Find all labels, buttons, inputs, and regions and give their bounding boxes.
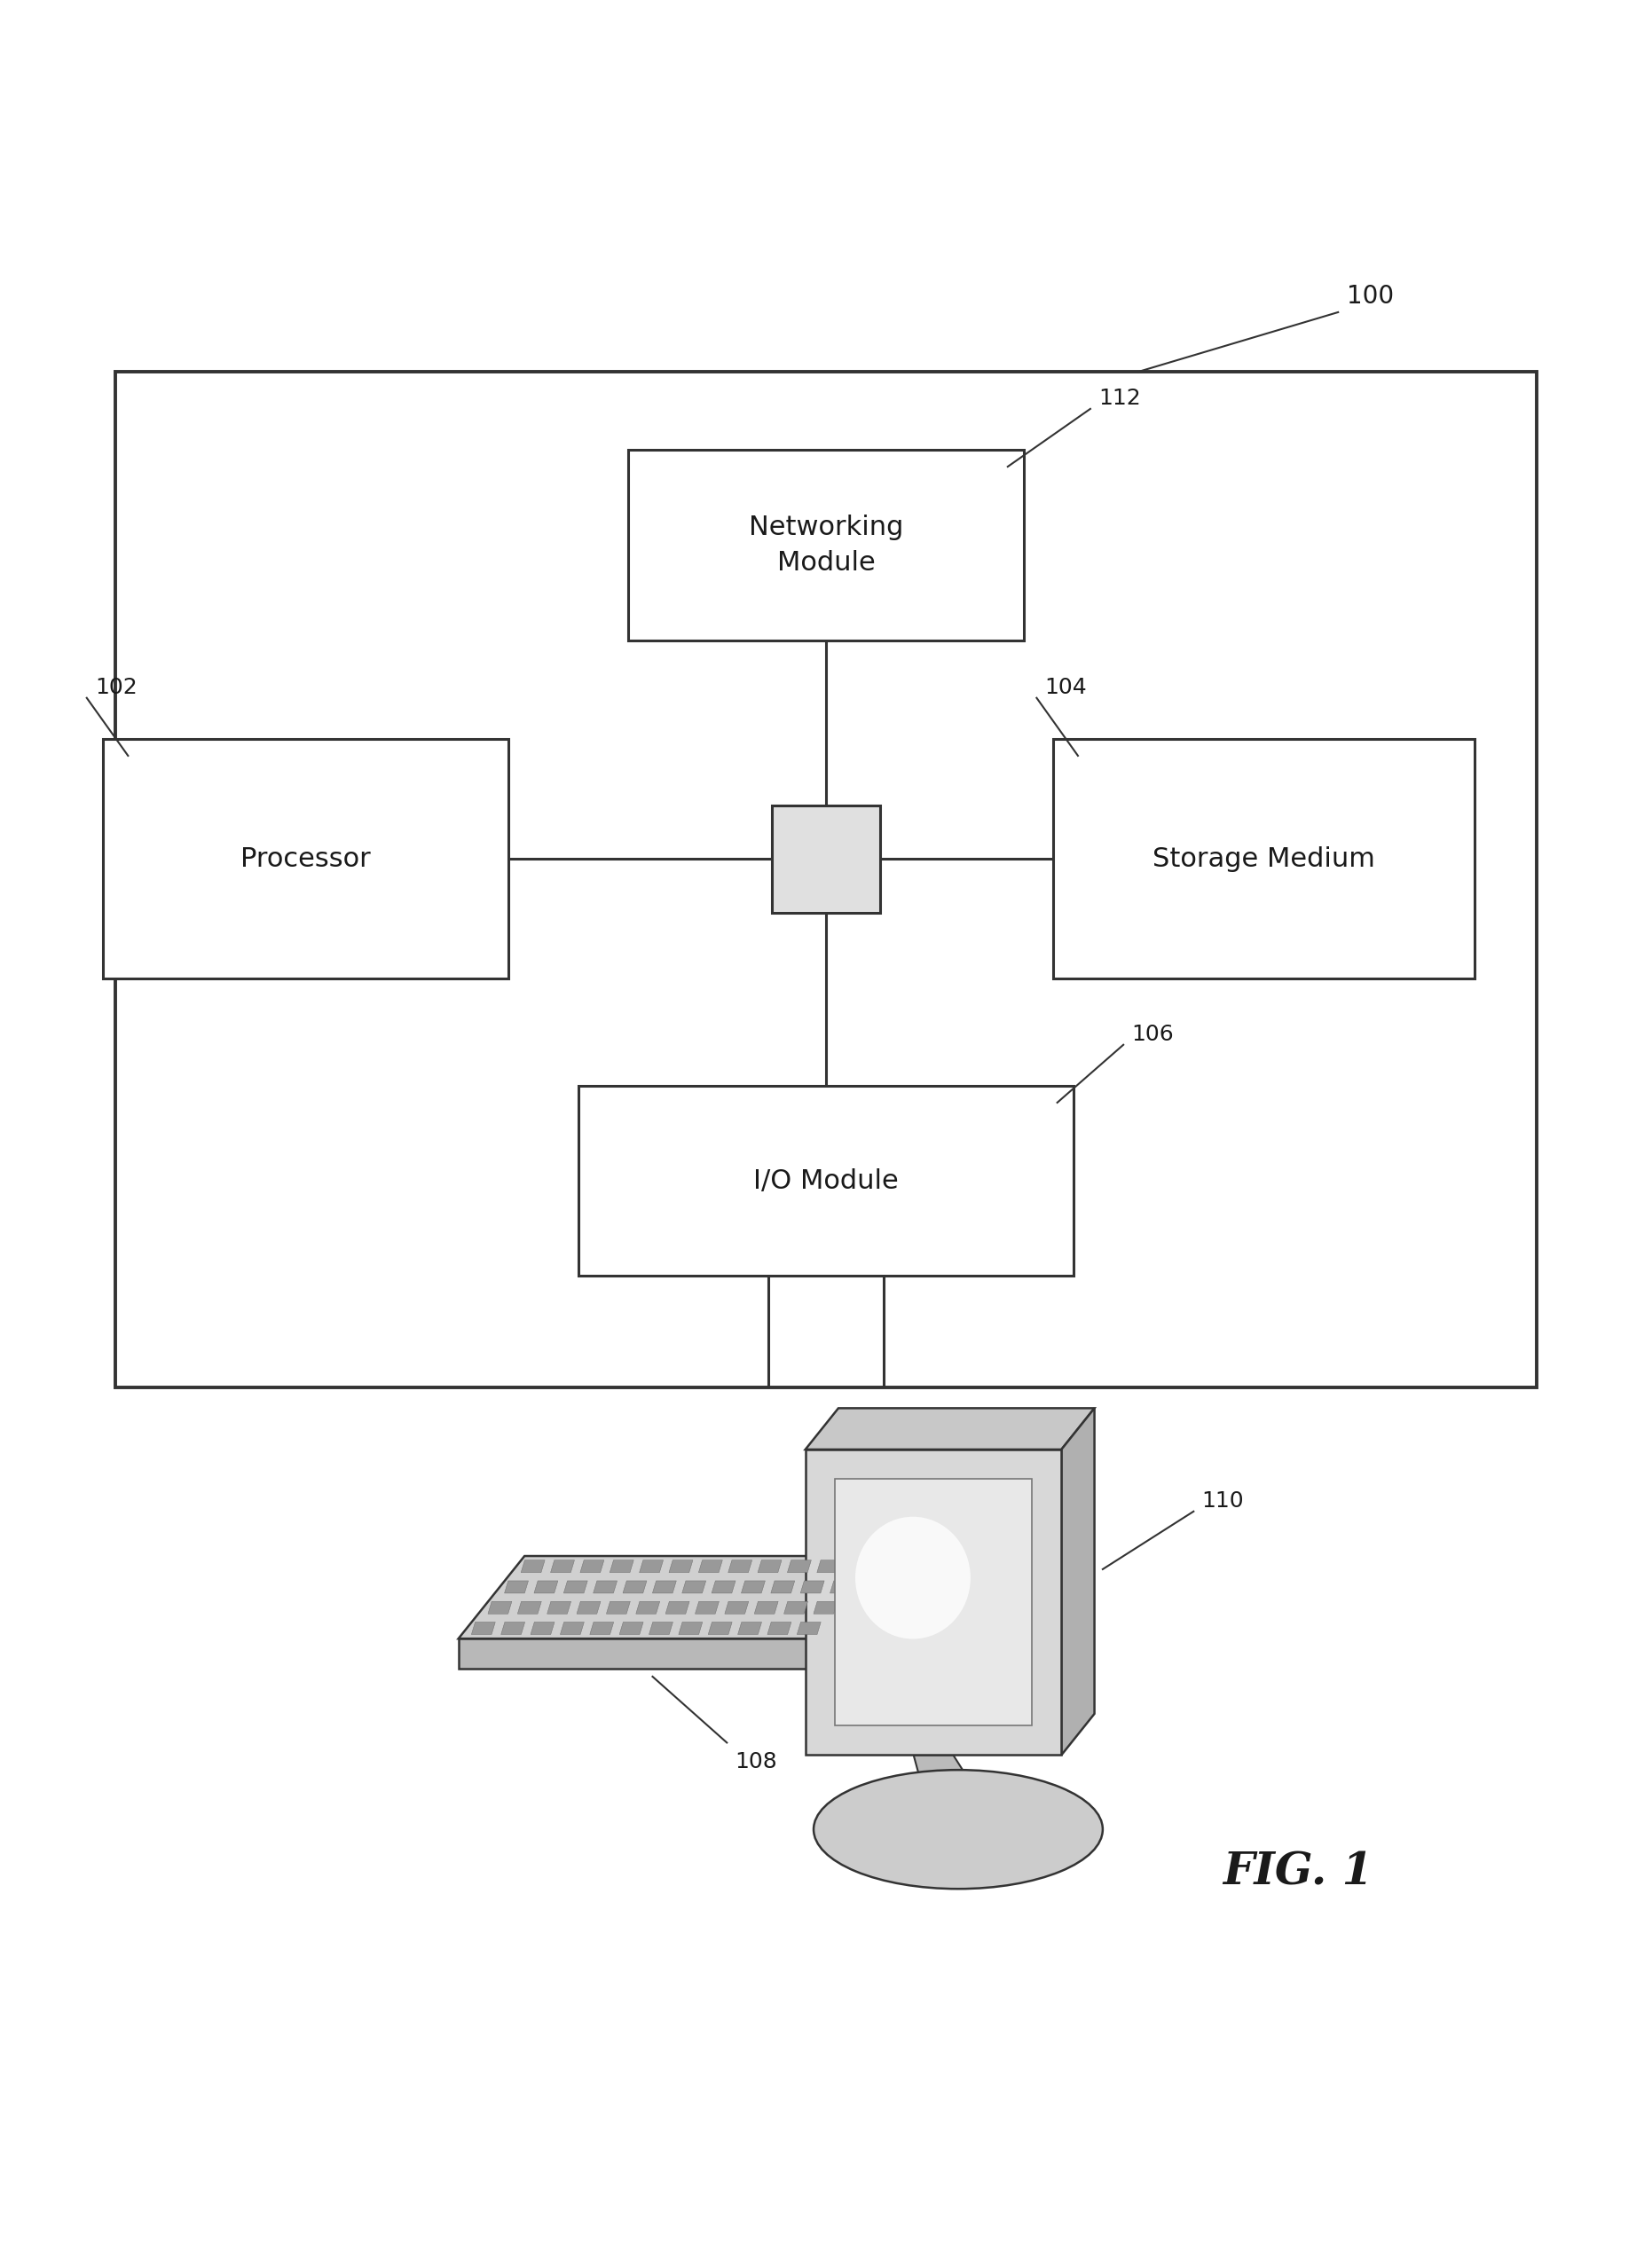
Polygon shape <box>709 1623 732 1634</box>
Polygon shape <box>547 1602 572 1614</box>
Polygon shape <box>788 1559 811 1573</box>
Text: 104: 104 <box>1044 677 1087 697</box>
Polygon shape <box>459 1638 814 1668</box>
Ellipse shape <box>856 1516 970 1638</box>
Polygon shape <box>914 1756 988 1810</box>
Polygon shape <box>801 1582 824 1593</box>
Polygon shape <box>639 1559 662 1573</box>
Polygon shape <box>666 1602 689 1614</box>
Text: 112: 112 <box>1099 387 1142 410</box>
Polygon shape <box>606 1602 629 1614</box>
Polygon shape <box>459 1557 881 1638</box>
Text: 102: 102 <box>94 677 137 697</box>
Text: 106: 106 <box>1132 1023 1175 1046</box>
Text: FIG. 1: FIG. 1 <box>1222 1851 1373 1894</box>
Polygon shape <box>649 1623 672 1634</box>
Text: I/O Module: I/O Module <box>753 1168 899 1195</box>
Polygon shape <box>504 1582 529 1593</box>
Bar <box>805 1451 1061 1756</box>
Polygon shape <box>520 1559 545 1573</box>
Bar <box>628 450 1024 640</box>
Text: Networking
Module: Networking Module <box>748 514 904 577</box>
Polygon shape <box>695 1602 719 1614</box>
Polygon shape <box>620 1623 643 1634</box>
Bar <box>116 371 1536 1387</box>
Text: Processor: Processor <box>241 846 370 871</box>
Polygon shape <box>785 1602 808 1614</box>
Polygon shape <box>725 1602 748 1614</box>
Text: 110: 110 <box>1201 1489 1244 1512</box>
Bar <box>1054 740 1474 978</box>
Bar <box>834 1480 1031 1724</box>
Polygon shape <box>580 1559 605 1573</box>
Polygon shape <box>669 1559 692 1573</box>
Polygon shape <box>487 1602 512 1614</box>
Polygon shape <box>590 1623 613 1634</box>
Polygon shape <box>636 1602 659 1614</box>
Polygon shape <box>517 1602 542 1614</box>
Polygon shape <box>814 1557 881 1668</box>
Polygon shape <box>712 1582 735 1593</box>
Polygon shape <box>796 1623 821 1634</box>
Polygon shape <box>771 1582 795 1593</box>
Bar <box>102 740 509 978</box>
Polygon shape <box>563 1582 588 1593</box>
Ellipse shape <box>813 1770 1104 1890</box>
Polygon shape <box>829 1582 854 1593</box>
Text: 108: 108 <box>735 1752 778 1772</box>
Polygon shape <box>805 1408 1094 1451</box>
Polygon shape <box>653 1582 676 1593</box>
Polygon shape <box>577 1602 601 1614</box>
Polygon shape <box>768 1623 791 1634</box>
Bar <box>578 1086 1074 1276</box>
Polygon shape <box>593 1582 618 1593</box>
Polygon shape <box>550 1559 575 1573</box>
Polygon shape <box>742 1582 765 1593</box>
Polygon shape <box>699 1559 722 1573</box>
Polygon shape <box>738 1623 762 1634</box>
Polygon shape <box>682 1582 705 1593</box>
Text: Storage Medium: Storage Medium <box>1153 846 1374 871</box>
Polygon shape <box>729 1559 752 1573</box>
Polygon shape <box>501 1623 525 1634</box>
Polygon shape <box>534 1582 558 1593</box>
Polygon shape <box>560 1623 585 1634</box>
Polygon shape <box>471 1623 496 1634</box>
Polygon shape <box>755 1602 778 1614</box>
Polygon shape <box>1061 1408 1094 1756</box>
Polygon shape <box>758 1559 781 1573</box>
Polygon shape <box>818 1559 841 1573</box>
Polygon shape <box>846 1559 871 1573</box>
Polygon shape <box>679 1623 702 1634</box>
Polygon shape <box>623 1582 646 1593</box>
Polygon shape <box>813 1602 838 1614</box>
Text: 100: 100 <box>1346 285 1394 310</box>
Polygon shape <box>610 1559 634 1573</box>
Bar <box>771 806 879 912</box>
Polygon shape <box>530 1623 555 1634</box>
